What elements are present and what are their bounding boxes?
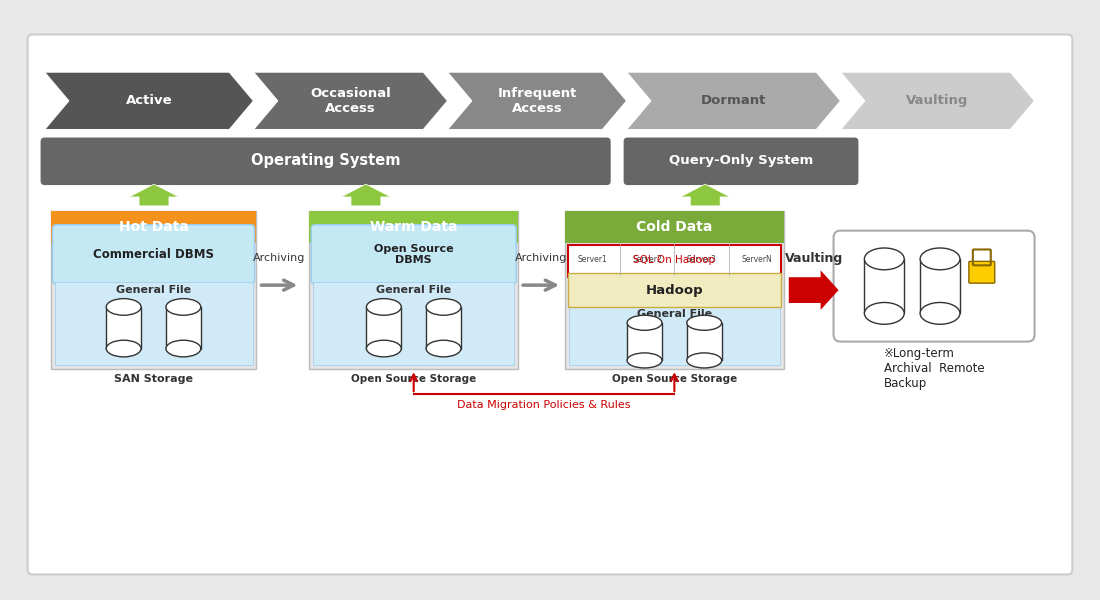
Ellipse shape	[107, 299, 141, 315]
Text: Server2: Server2	[632, 255, 662, 264]
FancyBboxPatch shape	[53, 225, 254, 284]
Text: Infrequent
Access: Infrequent Access	[497, 87, 576, 115]
Text: Warm Data: Warm Data	[370, 220, 458, 233]
FancyBboxPatch shape	[311, 225, 516, 284]
Ellipse shape	[920, 302, 960, 324]
FancyBboxPatch shape	[51, 211, 256, 370]
Text: Occasional
Access: Occasional Access	[310, 87, 390, 115]
Text: Active: Active	[125, 94, 173, 107]
Ellipse shape	[865, 248, 904, 270]
Polygon shape	[627, 72, 840, 130]
FancyArrow shape	[129, 184, 179, 206]
FancyBboxPatch shape	[565, 211, 784, 242]
Text: Hadoop: Hadoop	[646, 284, 703, 296]
FancyBboxPatch shape	[686, 323, 722, 361]
FancyBboxPatch shape	[624, 137, 858, 185]
Text: Cold Data: Cold Data	[636, 220, 713, 233]
Ellipse shape	[686, 353, 722, 368]
FancyBboxPatch shape	[565, 211, 784, 370]
Text: Commercial DBMS: Commercial DBMS	[94, 248, 214, 261]
FancyArrow shape	[680, 184, 730, 206]
FancyBboxPatch shape	[969, 262, 994, 283]
FancyBboxPatch shape	[865, 259, 904, 313]
Ellipse shape	[686, 315, 722, 331]
FancyBboxPatch shape	[920, 259, 960, 313]
Text: Dormant: Dormant	[701, 94, 767, 107]
Text: General File: General File	[376, 285, 451, 295]
Text: Vaulting: Vaulting	[906, 94, 969, 107]
Text: Open Source Storage: Open Source Storage	[612, 374, 737, 384]
FancyBboxPatch shape	[166, 307, 201, 349]
Polygon shape	[45, 72, 253, 130]
Text: SQL On Hadoop: SQL On Hadoop	[634, 256, 715, 265]
FancyBboxPatch shape	[55, 282, 253, 365]
Ellipse shape	[627, 353, 662, 368]
FancyBboxPatch shape	[41, 137, 611, 185]
Text: Data Migration Policies & Rules: Data Migration Policies & Rules	[458, 400, 630, 410]
Text: ServerN: ServerN	[741, 255, 772, 264]
Text: Server1: Server1	[578, 255, 607, 264]
FancyBboxPatch shape	[568, 273, 781, 307]
Ellipse shape	[366, 340, 402, 357]
FancyBboxPatch shape	[314, 282, 514, 365]
Ellipse shape	[107, 340, 141, 357]
Polygon shape	[448, 72, 627, 130]
Ellipse shape	[627, 315, 662, 331]
Text: ※Long-term
Archival  Remote
Backup: ※Long-term Archival Remote Backup	[883, 347, 984, 389]
Text: General File: General File	[116, 285, 191, 295]
Text: Server3: Server3	[686, 255, 717, 264]
Ellipse shape	[366, 299, 402, 315]
Text: Archiving: Archiving	[253, 253, 306, 263]
FancyBboxPatch shape	[569, 306, 780, 365]
FancyBboxPatch shape	[309, 211, 518, 242]
FancyBboxPatch shape	[51, 211, 256, 242]
FancyArrow shape	[341, 184, 390, 206]
FancyBboxPatch shape	[309, 211, 518, 370]
FancyArrow shape	[789, 270, 838, 310]
FancyBboxPatch shape	[568, 245, 781, 277]
Ellipse shape	[920, 248, 960, 270]
FancyBboxPatch shape	[28, 34, 1072, 574]
Text: Open Source Storage: Open Source Storage	[351, 374, 476, 384]
Ellipse shape	[166, 299, 201, 315]
Ellipse shape	[426, 299, 461, 315]
Polygon shape	[840, 72, 1034, 130]
Ellipse shape	[166, 340, 201, 357]
Text: Query-Only System: Query-Only System	[669, 154, 813, 167]
FancyBboxPatch shape	[366, 307, 402, 349]
Text: Operating System: Operating System	[251, 154, 400, 169]
Text: General File: General File	[637, 309, 712, 319]
Ellipse shape	[865, 302, 904, 324]
Polygon shape	[253, 72, 448, 130]
FancyBboxPatch shape	[834, 230, 1034, 341]
Text: Open Source
DBMS: Open Source DBMS	[374, 244, 453, 265]
Ellipse shape	[426, 340, 461, 357]
Text: Vaulting: Vaulting	[784, 252, 843, 265]
Text: SAN Storage: SAN Storage	[114, 374, 192, 384]
Text: Hot Data: Hot Data	[119, 220, 188, 233]
FancyBboxPatch shape	[107, 307, 141, 349]
FancyBboxPatch shape	[426, 307, 461, 349]
Text: Archiving: Archiving	[515, 253, 568, 263]
FancyBboxPatch shape	[627, 323, 662, 361]
